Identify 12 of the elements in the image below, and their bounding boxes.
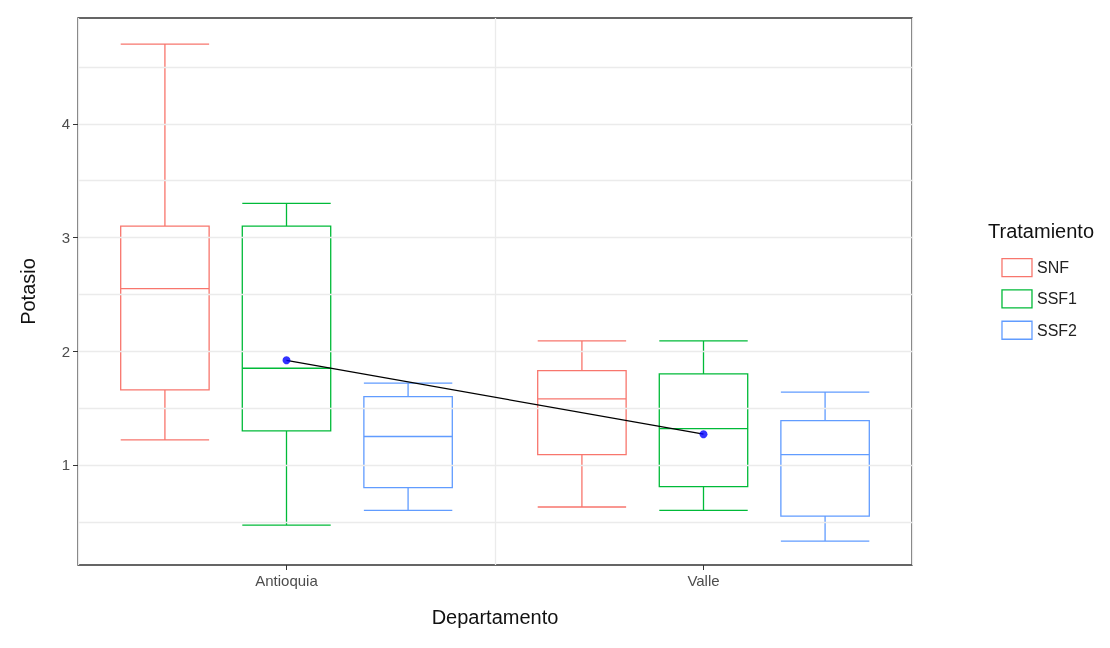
- legend-label: SNF: [1036, 259, 1070, 277]
- y-tick-label: 4: [61, 115, 70, 133]
- legend-title: Tratamiento: [988, 220, 1094, 242]
- legend-label: SSF1: [1036, 290, 1078, 308]
- y-tick-label: 2: [61, 342, 70, 360]
- legend-label: SSF2: [1036, 321, 1078, 339]
- x-tick-label: Antioquia: [255, 572, 319, 589]
- y-tick-label: 1: [61, 456, 70, 474]
- x-axis-title: Departamento: [431, 606, 559, 628]
- y-axis-title: Potasio: [17, 258, 39, 325]
- x-tick-label: Valle: [687, 572, 720, 589]
- y-tick-label: 3: [61, 228, 70, 246]
